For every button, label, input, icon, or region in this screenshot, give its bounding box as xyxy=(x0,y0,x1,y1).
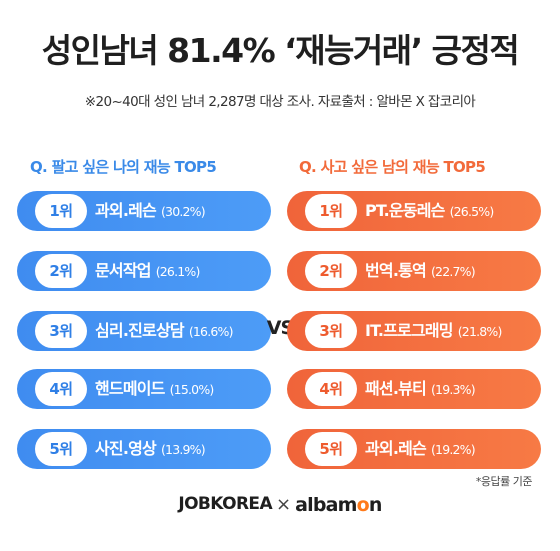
page-title: 성인남녀 81.4% ‘재능거래’ 긍정적 xyxy=(41,31,520,70)
left-rank-5-label: 사진.영상 xyxy=(95,439,157,458)
left-rank-1-badge: 1위 xyxy=(35,194,87,228)
left-rank-5-pill: 5위 사진.영상 (13.9%) xyxy=(17,429,271,469)
right-rank-5-value: (19.2%) xyxy=(430,442,476,457)
right-rank-2-label: 번역.통역 xyxy=(365,261,427,280)
left-rank-1-value: (30.2%) xyxy=(160,204,206,219)
right-rank-2-badge: 2위 xyxy=(305,254,357,288)
cross-symbol: × xyxy=(276,493,292,515)
left-rank-3-badge: 3위 xyxy=(35,314,87,348)
albamon-logo-part-2: n xyxy=(368,493,383,516)
left-rank-1-label: 과외.레슨 xyxy=(95,201,157,220)
right-rank-1-pill: 1위 PT.운동레슨 (26.5%) xyxy=(287,191,541,231)
right-rank-4-value: (19.3%) xyxy=(430,382,476,397)
left-rank-5-badge: 5위 xyxy=(35,432,87,466)
albamon-logo-o: o xyxy=(356,493,370,516)
right-column-title: Q. 사고 싶은 남의 재능 TOP5 xyxy=(299,158,486,176)
left-rank-3-pill: 3위 심리.진로상담 (16.6%) xyxy=(17,311,271,351)
right-rank-2-value: (22.7%) xyxy=(430,264,476,279)
right-rank-5-pill: 5위 과외.레슨 (19.2%) xyxy=(287,429,541,469)
left-rank-4-label: 핸드메이드 xyxy=(95,379,165,398)
jobkorea-logo: JOBKOREA xyxy=(178,494,272,515)
albamon-logo-part-1: albam xyxy=(295,493,357,516)
right-rank-1-label: PT.운동레슨 xyxy=(365,201,445,220)
right-rank-3-value: (21.8%) xyxy=(457,324,503,339)
right-rank-3-label: IT.프로그래밍 xyxy=(365,321,454,340)
right-rank-5-label: 과외.레슨 xyxy=(365,439,427,458)
left-rank-4-badge: 4위 xyxy=(35,372,87,406)
right-rank-4-badge: 4위 xyxy=(305,372,357,406)
left-column-title: Q. 팔고 싶은 나의 재능 TOP5 xyxy=(30,158,217,176)
left-rank-5-value: (13.9%) xyxy=(160,442,206,457)
right-rank-4-label: 패션.뷰티 xyxy=(365,379,427,398)
left-rank-2-badge: 2위 xyxy=(35,254,87,288)
right-rank-5-badge: 5위 xyxy=(305,432,357,466)
left-rank-2-label: 문서작업 xyxy=(95,261,151,280)
response-rate-note: *응답률 기준 xyxy=(475,475,533,488)
right-rank-3-badge: 3위 xyxy=(305,314,357,348)
survey-source-note: ※20~40대 성인 남녀 2,287명 대상 조사. 자료출처 : 알바몬 X… xyxy=(84,94,476,110)
left-rank-3-value: (16.6%) xyxy=(188,324,234,339)
footer-logos: JOBKOREA × albamon xyxy=(0,493,560,516)
left-rank-2-value: (26.1%) xyxy=(155,264,201,279)
right-rank-4-pill: 4위 패션.뷰티 (19.3%) xyxy=(287,369,541,409)
left-rank-4-value: (15.0%) xyxy=(169,382,215,397)
left-rank-3-label: 심리.진로상담 xyxy=(95,321,185,340)
albamon-logo: albamon xyxy=(295,493,382,516)
left-rank-2-pill: 2위 문서작업 (26.1%) xyxy=(17,251,271,291)
right-rank-3-pill: 3위 IT.프로그래밍 (21.8%) xyxy=(287,311,541,351)
right-rank-1-badge: 1위 xyxy=(305,194,357,228)
right-rank-2-pill: 2위 번역.통역 (22.7%) xyxy=(287,251,541,291)
right-rank-1-value: (26.5%) xyxy=(449,204,495,219)
left-rank-4-pill: 4위 핸드메이드 (15.0%) xyxy=(17,369,271,409)
left-rank-1-pill: 1위 과외.레슨 (30.2%) xyxy=(17,191,271,231)
